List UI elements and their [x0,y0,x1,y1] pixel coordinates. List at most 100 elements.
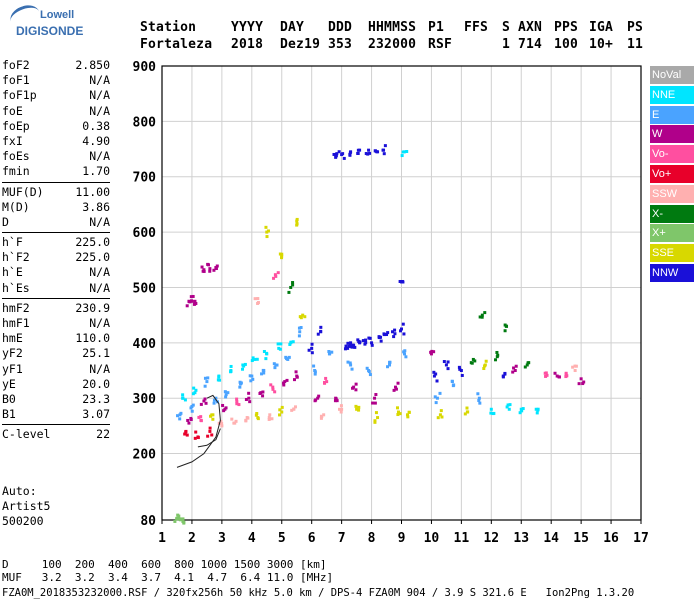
echo-point [317,394,321,398]
echo-point [220,424,224,428]
echo-point [489,407,493,411]
param-name: fxI [2,133,23,148]
profile-curve [197,428,221,448]
param-row: fxI 4.90 [2,134,110,149]
echo-point [400,154,404,158]
echo-point [235,400,239,404]
echo-point [334,154,338,158]
param-row: B1 3.07 [2,407,110,422]
echo-point [465,406,469,410]
header-value-9: 100 [554,37,579,52]
echo-point [353,345,357,349]
echo-point [506,403,510,407]
echo-point [373,401,377,405]
param-name: foF1 [2,73,30,88]
echo-point [270,417,274,421]
echo-point [503,372,507,376]
param-row: foF1p N/A [2,88,110,103]
echo-point [354,404,358,408]
echo-point [271,385,275,389]
echo-point [310,351,314,355]
param-row: yF2 25.1 [2,346,110,361]
echo-point [339,410,343,414]
header-value-1: 2018 [231,37,264,52]
echo-point [261,368,265,372]
echo-point [244,419,248,423]
echo-point [444,363,448,367]
echo-point [193,302,197,306]
param-value: N/A [89,214,110,229]
param-value: N/A [89,149,110,164]
echo-point [243,362,247,366]
echo-point [208,267,212,271]
x-tick-label: 9 [398,531,406,546]
param-name: h`Es [2,280,30,295]
echo-point [175,517,179,521]
echo-point [178,417,182,421]
echo-point [313,370,317,374]
echo-point [373,419,377,423]
echo-point [285,378,289,382]
echo-point [355,407,359,411]
legend-item-nnw: NNW [650,263,694,282]
param-row: foF1 N/A [2,73,110,88]
echo-point [527,361,531,365]
param-value: 3.07 [82,407,110,422]
echo-point [564,372,568,376]
echo-point [215,264,219,268]
echo-point [334,155,338,159]
x-tick-label: 13 [513,531,529,546]
echo-point [573,369,577,373]
param-name: foEp [2,118,30,133]
param-name: yE [2,376,16,391]
echo-point [349,341,353,345]
echo-point [223,390,227,394]
echo-point [288,342,292,346]
echo-point [482,367,486,371]
echo-point [364,152,368,156]
echo-point [185,304,189,308]
echo-point [393,328,397,332]
header-value-0: Fortaleza [140,37,213,52]
echo-point [544,371,548,375]
y-tick-label: 200 [133,448,157,463]
echo-point [434,372,438,376]
legend-item-vo: Vo+ [650,164,694,183]
echo-point [226,391,230,395]
echo-point [314,398,318,402]
echo-point [339,404,343,408]
echo-point [327,350,331,354]
header-label-2: DAY [280,20,305,35]
echo-point [289,285,293,289]
echo-point [322,413,326,417]
echo-point [200,265,204,269]
ionogram-chart: 1 2 3 4 5 6 7 8 9 10 11 12 13 14 15 16 17802003004005006… [133,60,649,546]
echo-point [385,333,389,337]
param-name: C-level [2,427,51,442]
echo-point [555,374,559,378]
echo-point [194,430,198,434]
echo-point [208,426,212,430]
echo-point [393,332,397,336]
echo-point [491,412,495,416]
echo-point [334,397,338,401]
echo-point [473,359,477,363]
echo-point [250,359,254,363]
echo-point [189,406,193,410]
echo-point [265,230,269,234]
echo-point [273,273,277,277]
param-row: h`E N/A [2,265,110,280]
echo-point [438,413,442,417]
y-tick-label: 80 [140,514,156,529]
param-value: 0.38 [82,118,110,133]
echo-point [435,396,439,400]
echo-point [351,343,355,347]
echo-point [191,392,195,396]
x-tick-label: 14 [543,531,559,546]
echo-point [192,386,196,390]
param-name: foEs [2,149,30,164]
echo-point [188,300,192,304]
echo-point [301,313,305,317]
echo-point [367,370,371,374]
echo-point [557,375,561,379]
